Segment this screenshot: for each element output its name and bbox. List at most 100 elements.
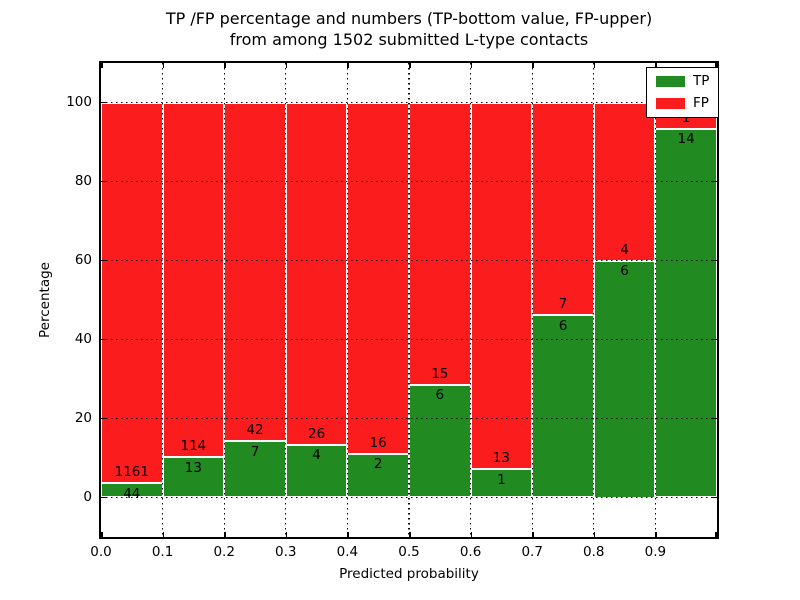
vertical-gridline <box>593 63 595 537</box>
x-tick-mark <box>715 532 717 537</box>
horizontal-gridline <box>101 259 717 262</box>
horizontal-gridline <box>101 496 717 499</box>
horizontal-gridline <box>101 180 717 183</box>
fp-count-label: 15 <box>431 365 449 382</box>
vertical-gridline <box>285 63 287 537</box>
x-tick-mark <box>101 63 103 68</box>
x-tick-mark <box>224 63 226 68</box>
x-axis-label: Predicted probability <box>339 566 479 582</box>
x-tick-mark <box>470 532 473 537</box>
x-tick-mark <box>470 63 473 68</box>
x-tick-mark <box>532 63 534 68</box>
x-tick-label: 0.7 <box>521 544 543 560</box>
x-tick-mark <box>285 532 288 537</box>
x-tick-mark <box>101 532 103 537</box>
x-tick-mark <box>655 63 657 68</box>
tp-count-label: 4 <box>312 447 321 464</box>
y-tick-mark <box>712 338 717 341</box>
vertical-gridline <box>161 63 164 537</box>
vertical-gridline <box>531 63 533 537</box>
tp-count-label: 1 <box>497 471 506 488</box>
fp-bar <box>409 102 471 385</box>
tp-count-label: 6 <box>435 387 445 404</box>
x-tick-mark <box>715 63 717 68</box>
tp-count-label: 44 <box>123 485 141 502</box>
x-tick-label: 0.8 <box>583 544 605 560</box>
x-tick-mark <box>162 63 165 68</box>
y-tick-label: 100 <box>66 94 92 110</box>
fp-count-label: 4 <box>620 241 629 258</box>
tp-bar <box>162 457 225 498</box>
vertical-gridline <box>469 63 472 537</box>
fp-count-label: 26 <box>308 425 326 442</box>
x-tick-label: 0.3 <box>275 544 297 560</box>
horizontal-gridline <box>101 338 717 341</box>
y-tick-mark <box>101 338 106 341</box>
fp-bar <box>162 102 225 458</box>
y-tick-mark <box>101 496 106 499</box>
x-tick-mark <box>224 532 226 537</box>
tp-count-label: 2 <box>373 456 383 473</box>
fp-count-label: 13 <box>492 450 510 467</box>
tp-bar <box>532 315 594 498</box>
y-tick-mark <box>101 417 106 420</box>
y-tick-label: 60 <box>74 252 92 268</box>
x-tick-label: 0.2 <box>213 544 235 560</box>
fp-count-label: 114 <box>180 438 207 455</box>
x-tick-label: 0.4 <box>336 544 359 560</box>
y-tick-label: 20 <box>74 410 92 426</box>
fp-bar <box>347 102 409 454</box>
fp-bar <box>532 102 594 316</box>
fp-bar <box>285 102 348 445</box>
vertical-gridline <box>346 63 349 537</box>
x-tick-mark <box>593 532 596 537</box>
y-tick-label: 80 <box>74 173 92 189</box>
x-tick-mark <box>593 63 596 68</box>
tp-count-label: 7 <box>250 443 260 460</box>
plot-area: 116144114134272641621561317646114 <box>99 61 719 539</box>
x-tick-label: 0.9 <box>644 544 667 560</box>
fp-count-label: 42 <box>246 422 264 439</box>
y-tick-mark <box>712 259 717 262</box>
x-tick-label: 0.6 <box>459 544 482 560</box>
chart-title-line1: TP /FP percentage and numbers (TP-bottom… <box>165 9 653 28</box>
x-tick-mark <box>162 532 165 537</box>
x-tick-label: 0.0 <box>90 544 112 560</box>
vertical-gridline <box>654 63 657 537</box>
y-tick-mark <box>101 180 106 183</box>
fp-bar <box>224 102 286 442</box>
y-tick-mark <box>712 180 717 183</box>
y-tick-mark <box>712 417 717 420</box>
tp-count-label: 14 <box>677 131 695 148</box>
x-tick-mark <box>285 63 288 68</box>
x-tick-mark <box>347 532 349 537</box>
tp-bar <box>655 128 717 498</box>
tp-count-label: 13 <box>184 459 202 476</box>
y-axis-label: Percentage <box>37 262 53 338</box>
y-tick-mark <box>101 259 106 262</box>
fp-bar <box>101 102 163 484</box>
y-tick-mark <box>101 101 106 104</box>
x-tick-mark <box>532 532 534 537</box>
tp-bar <box>593 260 656 498</box>
tp-color-swatch <box>656 76 685 87</box>
legend-entry-tp: TP <box>656 74 709 89</box>
chart-title-line2: from among 1502 submitted L-type contact… <box>229 30 589 49</box>
fp-count-label: 7 <box>558 296 568 313</box>
tp-count-label: 6 <box>558 317 568 334</box>
legend: TP FP <box>646 67 720 118</box>
horizontal-gridline <box>101 417 717 420</box>
y-tick-mark <box>712 496 717 499</box>
vertical-gridline <box>408 63 410 537</box>
fp-count-label: 16 <box>369 434 387 451</box>
x-tick-mark <box>347 63 349 68</box>
y-tick-label: 0 <box>83 489 92 505</box>
x-tick-label: 0.5 <box>398 544 420 560</box>
legend-entry-fp: FP <box>656 96 709 111</box>
fp-count-label: 1161 <box>114 464 149 481</box>
x-tick-mark <box>655 532 657 537</box>
tp-count-label: 6 <box>620 263 629 279</box>
fp-bar <box>470 102 533 470</box>
horizontal-gridline <box>101 101 717 104</box>
